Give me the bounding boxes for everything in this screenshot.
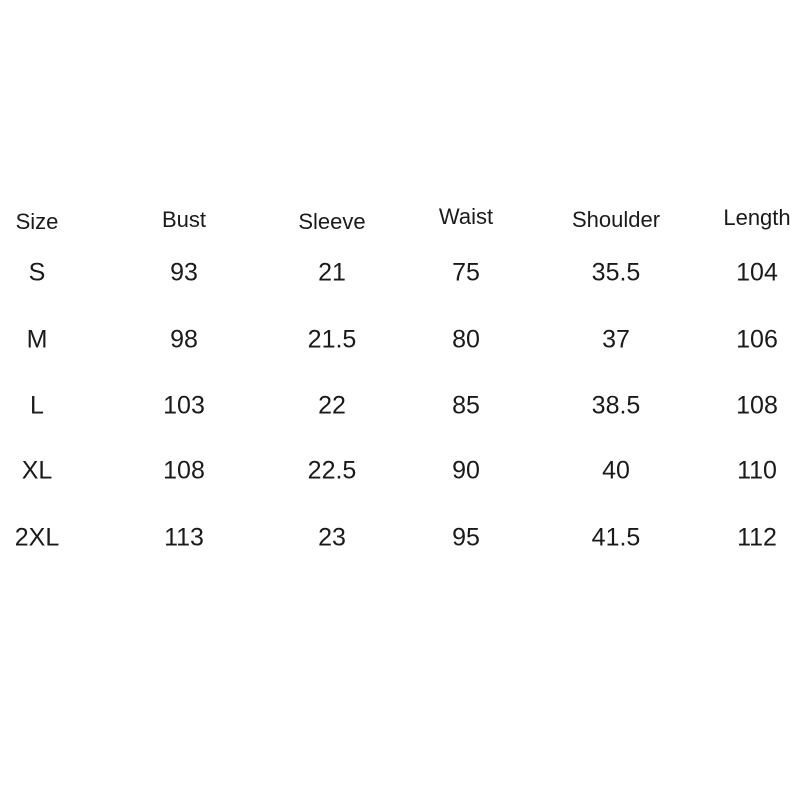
- table-cell: XL: [21, 456, 53, 485]
- column-header-waist: Waist: [438, 204, 494, 229]
- table-cell: M: [26, 325, 48, 354]
- table-cell: 41.5: [591, 523, 641, 552]
- table-cell: 40: [602, 456, 630, 485]
- column-header-shoulder: Shoulder: [571, 207, 661, 232]
- table-cell: 21.5: [307, 325, 357, 354]
- table-cell: S: [28, 258, 46, 287]
- table-cell: 110: [737, 456, 777, 485]
- table-cell: 106: [736, 325, 778, 354]
- table-cell: 75: [452, 258, 480, 287]
- table-cell: 80: [452, 325, 480, 354]
- column-header-sleeve: Sleeve: [298, 209, 366, 234]
- table-cell: 85: [452, 391, 480, 420]
- table-cell: 93: [170, 258, 198, 287]
- column-header-bust: Bust: [161, 207, 207, 232]
- table-cell: 22: [318, 391, 346, 420]
- table-cell: 108: [163, 456, 205, 485]
- table-cell: 22.5: [307, 456, 357, 485]
- table-cell: 37: [602, 325, 630, 354]
- table-cell: 21: [318, 258, 346, 287]
- table-cell: 98: [170, 325, 198, 354]
- table-cell: 103: [163, 391, 205, 420]
- column-header-length: Length: [723, 205, 791, 230]
- table-cell: 35.5: [591, 258, 641, 287]
- table-cell: 2XL: [14, 523, 60, 552]
- table-cell: 112: [737, 523, 777, 552]
- table-cell: 90: [452, 456, 480, 485]
- column-header-size: Size: [15, 209, 59, 234]
- table-cell: 108: [736, 391, 778, 420]
- table-cell: 23: [318, 523, 346, 552]
- table-cell: 104: [736, 258, 778, 287]
- table-cell: 38.5: [591, 391, 641, 420]
- table-cell: 113: [164, 523, 204, 552]
- table-cell: L: [30, 391, 44, 420]
- table-cell: 95: [452, 523, 480, 552]
